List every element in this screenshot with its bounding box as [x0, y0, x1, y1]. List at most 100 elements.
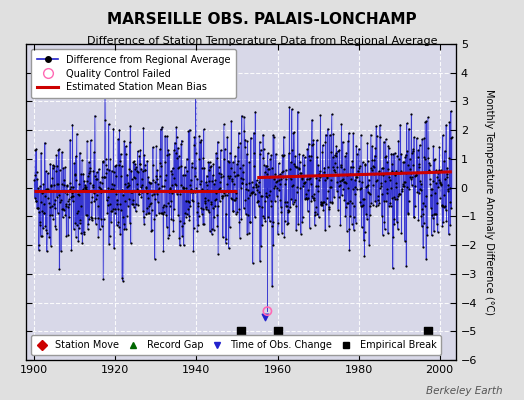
Point: [257, 242, 265, 249]
Point: [301, 179, 309, 185]
Point: [235, 206, 243, 212]
Point: [107, 168, 116, 174]
Point: [237, 175, 245, 182]
Point: [199, 126, 208, 133]
Point: [378, 232, 387, 238]
Point: [442, 122, 450, 128]
Point: [238, 180, 247, 186]
Point: [42, 186, 51, 193]
Point: [164, 147, 172, 153]
Point: [239, 205, 248, 212]
Point: [434, 170, 442, 176]
Point: [131, 161, 139, 168]
Point: [440, 158, 448, 164]
Point: [347, 176, 355, 182]
Point: [195, 156, 204, 162]
Point: [322, 201, 330, 207]
Point: [211, 203, 220, 210]
Point: [435, 176, 443, 183]
Point: [308, 142, 316, 148]
Point: [396, 190, 404, 197]
Point: [425, 159, 433, 166]
Point: [162, 224, 171, 230]
Point: [434, 184, 442, 190]
Point: [408, 150, 417, 156]
Point: [253, 177, 261, 184]
Point: [351, 176, 359, 183]
Point: [339, 176, 347, 182]
Point: [426, 181, 434, 187]
Point: [393, 153, 401, 159]
Point: [181, 210, 190, 216]
Point: [178, 137, 186, 144]
Point: [418, 136, 427, 142]
Point: [267, 202, 276, 209]
Point: [261, 169, 269, 176]
Point: [199, 206, 207, 212]
Point: [237, 112, 246, 119]
Point: [388, 168, 396, 175]
Point: [357, 132, 365, 138]
Point: [214, 164, 223, 170]
Point: [399, 181, 407, 188]
Point: [99, 158, 107, 164]
Point: [59, 214, 67, 221]
Point: [91, 112, 99, 119]
Point: [444, 188, 452, 194]
Point: [250, 190, 259, 197]
Point: [319, 207, 328, 213]
Point: [374, 197, 382, 204]
Point: [359, 196, 367, 202]
Point: [155, 187, 163, 193]
Point: [71, 153, 80, 160]
Point: [197, 137, 205, 143]
Point: [196, 178, 205, 184]
Point: [438, 223, 446, 229]
Point: [215, 170, 224, 176]
Point: [134, 148, 142, 154]
Point: [99, 159, 107, 165]
Point: [286, 174, 294, 181]
Point: [367, 131, 375, 138]
Point: [168, 182, 176, 188]
Point: [101, 78, 109, 85]
Point: [213, 155, 221, 162]
Point: [423, 155, 432, 161]
Point: [235, 235, 244, 241]
Point: [152, 172, 160, 179]
Point: [211, 197, 219, 204]
Point: [425, 162, 434, 168]
Point: [365, 242, 373, 248]
Point: [92, 176, 100, 182]
Point: [419, 211, 427, 217]
Point: [39, 225, 47, 231]
Point: [75, 150, 84, 156]
Point: [96, 185, 104, 192]
Point: [277, 175, 285, 182]
Point: [447, 204, 455, 211]
Point: [171, 139, 179, 146]
Point: [112, 190, 120, 197]
Point: [119, 220, 128, 227]
Point: [145, 179, 154, 186]
Point: [127, 167, 135, 174]
Point: [437, 182, 445, 188]
Point: [79, 188, 87, 194]
Point: [201, 195, 209, 201]
Point: [368, 143, 376, 150]
Point: [330, 194, 338, 200]
Point: [114, 136, 122, 142]
Point: [262, 193, 270, 200]
Point: [158, 211, 167, 218]
Point: [206, 164, 214, 171]
Point: [223, 134, 232, 140]
Point: [157, 163, 166, 169]
Point: [264, 150, 272, 156]
Point: [256, 147, 265, 153]
Point: [324, 188, 332, 194]
Point: [333, 148, 342, 155]
Point: [406, 166, 414, 172]
Point: [395, 191, 403, 197]
Point: [223, 181, 231, 188]
Point: [122, 150, 130, 157]
